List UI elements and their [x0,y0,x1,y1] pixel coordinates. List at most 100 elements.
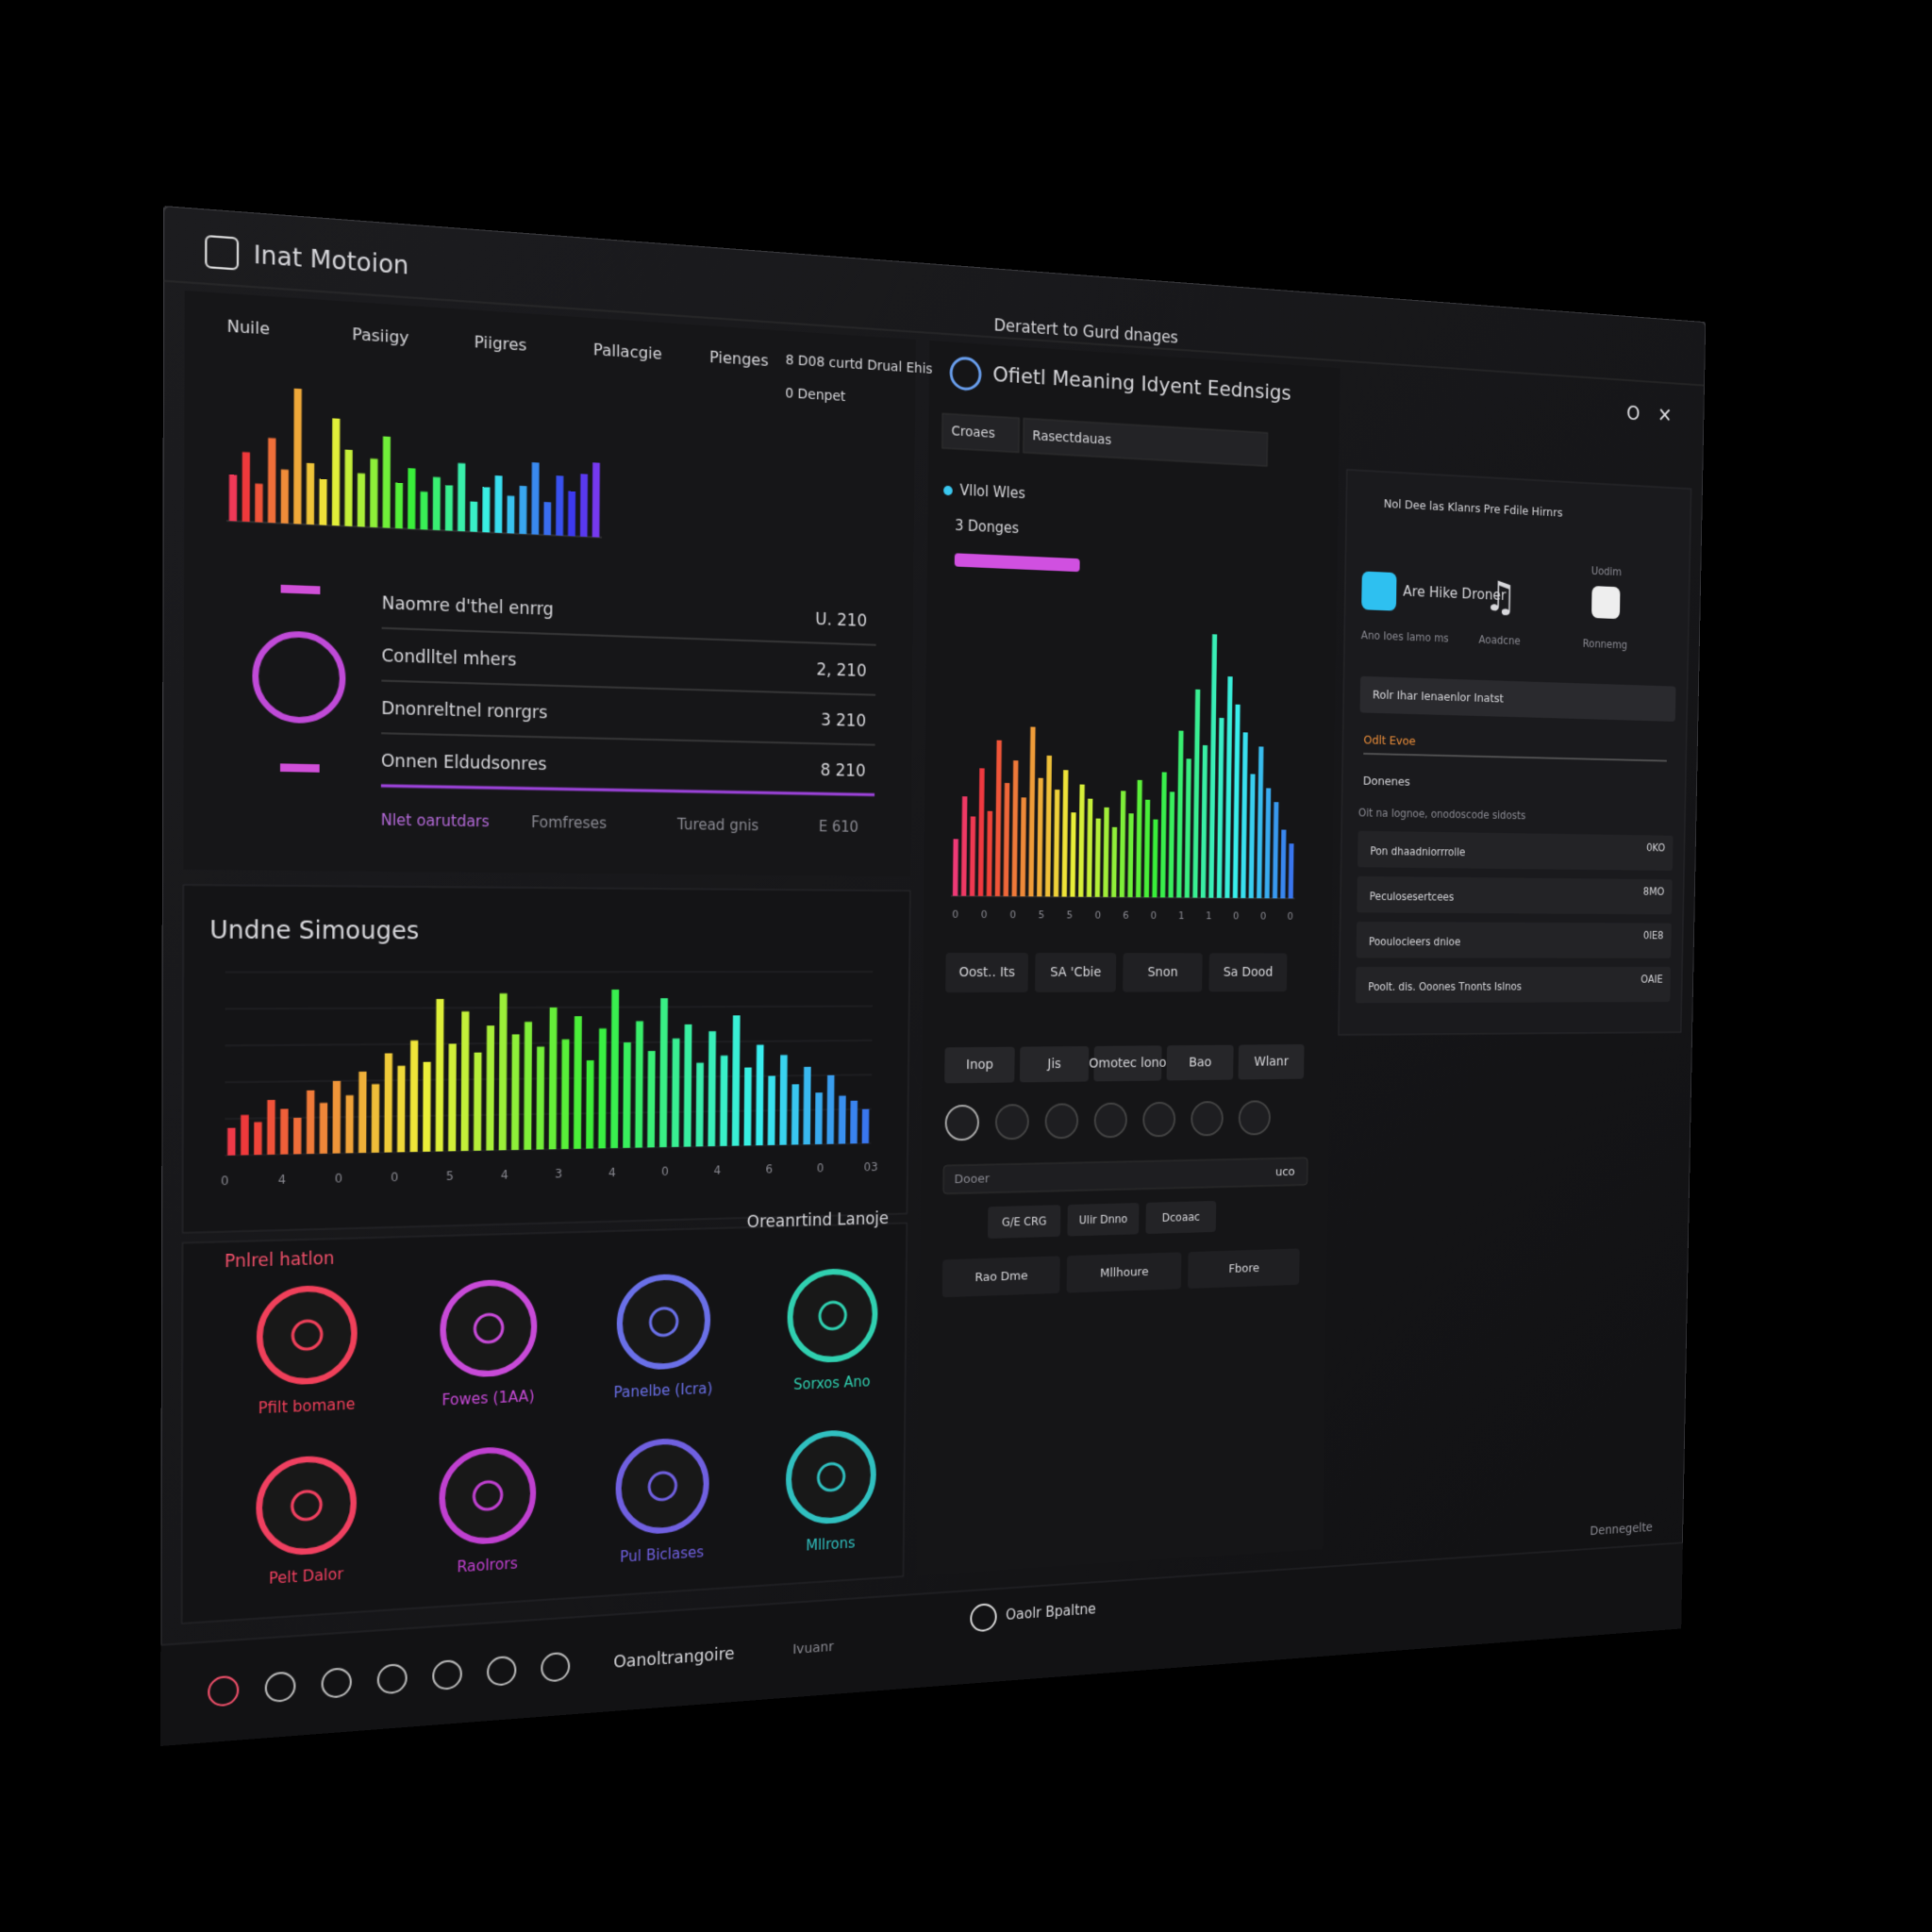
dropdown-label: Rolr Ihar Ienaenlor Inatst [1373,687,1504,705]
chip[interactable] [987,1205,1061,1240]
x-tick-label: 0 [817,1160,824,1174]
bar [1152,819,1158,898]
bar [791,1084,799,1145]
bar [531,462,540,535]
bar [671,1038,680,1147]
minimize-button[interactable]: O [1626,402,1641,425]
bar [444,485,454,531]
tab[interactable]: Nuile [227,317,271,339]
button[interactable] [1166,1044,1234,1081]
app-tile[interactable] [1361,571,1397,611]
chip[interactable] [1067,1203,1140,1237]
x-tick-label: 3 [555,1166,562,1180]
app-icon[interactable] [259,1457,354,1555]
bar [969,816,976,896]
button[interactable] [1035,953,1117,992]
bar [1003,782,1009,897]
button[interactable] [945,952,1029,993]
section-label: Pnlrel hatlon [225,1248,335,1271]
tool-icon[interactable] [945,1106,978,1141]
tool-icon[interactable] [1094,1104,1126,1138]
app-icon[interactable] [789,1431,874,1523]
app-icon[interactable] [442,1281,534,1375]
button[interactable] [1208,953,1288,992]
app-icon[interactable] [441,1448,533,1543]
x-tick-label: 0 [981,908,988,921]
tab[interactable]: Piigres [475,332,527,354]
dropdown[interactable] [1359,675,1676,722]
bar [952,839,958,896]
bar [370,458,378,528]
bar [826,1074,835,1144]
bar [371,1084,380,1153]
x-tick-label: 4 [713,1163,721,1177]
bar [241,1114,249,1156]
bar [267,1099,275,1156]
app-label: Mllrons [806,1535,855,1555]
apps-panel [182,1223,908,1623]
x-tick-label: 0 [1094,909,1101,922]
bar [574,1016,582,1149]
x-tick-label: 5 [1067,908,1074,921]
app-icon[interactable] [620,1275,708,1368]
tool-icon[interactable] [1045,1104,1077,1138]
row-label: Pooulocieers dnioe [1369,935,1460,948]
bar [779,1055,788,1145]
bar [227,1127,236,1156]
bar [731,1015,741,1146]
record-icon[interactable] [1591,586,1621,620]
close-button[interactable]: ✕ [1657,404,1673,427]
app-icon[interactable] [618,1440,707,1533]
tab[interactable]: Pasiigy [352,325,408,347]
bar [708,1031,716,1147]
stat-label: Onnen Eldudsonres [381,751,547,774]
x-tick-label: 1 [1178,909,1185,922]
spectrum-panel [183,885,910,1233]
tab[interactable] [1024,418,1268,466]
x-tick-label: 4 [608,1165,616,1179]
tool-icon[interactable] [996,1105,1028,1139]
bar [767,1075,775,1145]
bar [756,1044,764,1146]
app-label: Sorxos Ano [793,1374,871,1393]
taskbar-item: Oaolr Bpaltne [1006,1601,1096,1624]
tab[interactable] [942,413,1020,452]
bar [435,998,444,1152]
button[interactable] [941,1256,1060,1298]
button-label: Inop [966,1058,993,1074]
bar [242,452,251,523]
tab-label[interactable]: Croaes [951,424,994,441]
button[interactable] [1019,1045,1090,1083]
app-icon[interactable] [259,1288,355,1384]
chip[interactable] [1145,1200,1217,1235]
tool-icon[interactable] [1143,1103,1174,1137]
tool-icon[interactable] [1240,1101,1271,1134]
slider[interactable] [954,553,1080,573]
bar [384,1053,393,1153]
button[interactable] [1066,1252,1182,1293]
x-tick-label: 0 [221,1173,228,1188]
tab[interactable]: Pienges [709,348,769,370]
tab-label[interactable]: Rasectdauas [1032,428,1111,448]
button[interactable] [1093,1045,1162,1082]
bar [1011,760,1019,897]
tab[interactable]: Pallacgie [593,341,662,363]
input-value: uco [1275,1164,1295,1178]
button[interactable] [944,1046,1015,1084]
app-icon[interactable] [790,1271,875,1361]
x-tick-label: 1 [1206,909,1212,922]
x-tick-label: 0 [335,1171,342,1185]
stat-value: 3 210 [821,710,866,730]
bar [560,1039,570,1150]
panel-title: Oreanrtind Lanoje [747,1208,890,1231]
bar [332,1080,341,1154]
input[interactable] [943,1158,1307,1193]
bar [720,1055,728,1146]
row-value: 0KO [1646,841,1665,854]
x-tick-label: 0 [1287,910,1293,923]
button[interactable] [1123,953,1203,992]
tool-icon[interactable] [1191,1102,1223,1136]
stat-value: U. 210 [815,609,867,630]
bar [293,1117,302,1155]
row-label: Peculosesertcees [1370,890,1455,903]
